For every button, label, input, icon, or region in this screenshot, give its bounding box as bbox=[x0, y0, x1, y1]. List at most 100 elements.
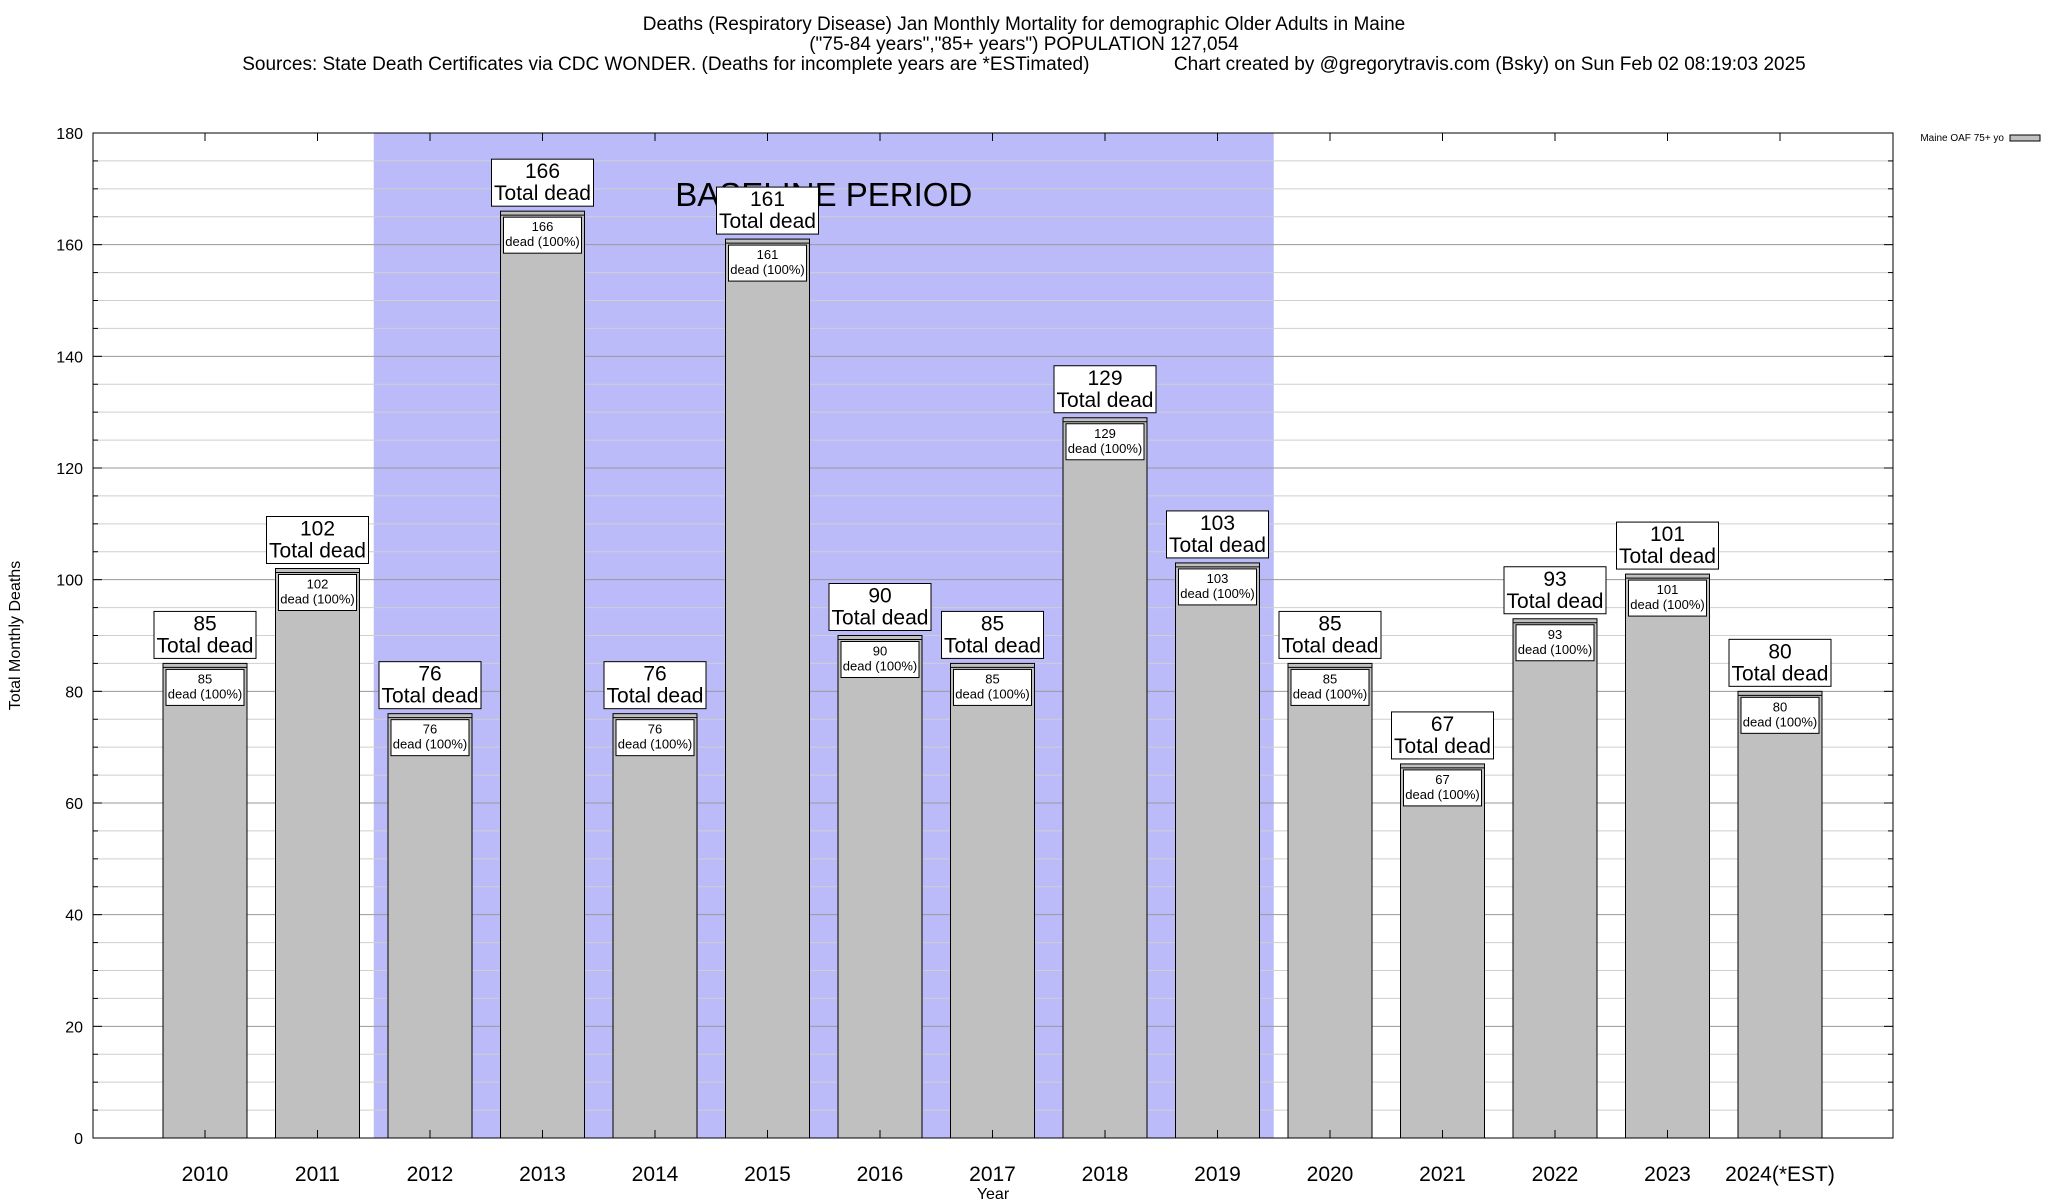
inner-label-box bbox=[1065, 423, 1145, 461]
total-label: 166 bbox=[525, 160, 560, 183]
data-label: 76 bbox=[648, 722, 662, 737]
total-label-text: Total dead bbox=[1394, 735, 1491, 758]
total-label-box bbox=[378, 661, 482, 710]
y-axis-ticks: 0 20 40 60 80 100 120 140 160 180 bbox=[56, 126, 1893, 1148]
data-label-text: dead (100%) bbox=[955, 686, 1029, 701]
inner-label-box bbox=[1178, 568, 1257, 606]
inner-label-box bbox=[278, 574, 357, 611]
data-label: 90 bbox=[873, 644, 887, 659]
x-tick-label: 2018 bbox=[1082, 1163, 1129, 1186]
inner-label-box bbox=[953, 668, 1032, 706]
inner-label-box bbox=[615, 719, 695, 757]
chart-subtitle: ("75-84 years","85+ years") POPULATION 1… bbox=[809, 34, 1239, 55]
y-tick-label: 60 bbox=[65, 796, 83, 813]
data-label-text: dead (100%) bbox=[280, 592, 354, 607]
inner-label-box bbox=[1290, 668, 1370, 706]
bar bbox=[950, 662, 1035, 1139]
inner-label-box bbox=[1403, 769, 1482, 807]
bar bbox=[612, 713, 698, 1139]
inner-label-box bbox=[1628, 579, 1707, 617]
bar bbox=[837, 635, 923, 1139]
total-label-box bbox=[1616, 521, 1719, 570]
total-label-box bbox=[1728, 638, 1832, 687]
data-label: 85 bbox=[985, 671, 999, 686]
data-label: 101 bbox=[1657, 582, 1679, 597]
inner-label-box bbox=[503, 216, 582, 254]
x-tick-label: 2016 bbox=[857, 1163, 904, 1186]
data-label: 67 bbox=[1435, 772, 1449, 787]
y-tick-label: 160 bbox=[56, 238, 83, 255]
x-tick-label: 2024(*EST) bbox=[1725, 1163, 1835, 1186]
bar bbox=[1625, 573, 1710, 1139]
total-label-text: Total dead bbox=[1732, 662, 1829, 685]
y-tick-label: 100 bbox=[56, 573, 83, 590]
y-axis-label: Total Monthly Deaths bbox=[7, 561, 24, 710]
data-label-text: dead (100%) bbox=[730, 262, 804, 277]
total-label: 85 bbox=[193, 612, 216, 635]
legend: Maine OAF 75+ yo bbox=[1920, 133, 2041, 144]
x-tick-label: 2022 bbox=[1532, 1163, 1579, 1186]
total-label: 90 bbox=[868, 585, 891, 608]
legend-swatch bbox=[2009, 134, 2041, 142]
chart-title: Deaths (Respiratory Disease) Jan Monthly… bbox=[642, 14, 1406, 35]
total-label-text: Total dead bbox=[1619, 545, 1716, 568]
total-label-text: Total dead bbox=[607, 685, 704, 708]
total-label-box bbox=[828, 583, 932, 631]
bar bbox=[275, 568, 360, 1139]
total-label-text: Total dead bbox=[719, 210, 816, 233]
total-label: 161 bbox=[750, 188, 785, 211]
bar bbox=[1175, 562, 1260, 1139]
x-axis-label: Year bbox=[977, 1186, 1010, 1200]
x-tick-label: 2015 bbox=[744, 1163, 791, 1186]
total-label-box bbox=[491, 158, 594, 207]
total-label-text: Total dead bbox=[1507, 590, 1604, 613]
data-label-text: dead (100%) bbox=[1293, 686, 1367, 701]
bar bbox=[1400, 763, 1485, 1139]
bar bbox=[1737, 690, 1823, 1139]
y-tick-label: 180 bbox=[56, 126, 83, 143]
data-label: 129 bbox=[1094, 426, 1116, 441]
total-label: 101 bbox=[1650, 523, 1685, 546]
data-label: 85 bbox=[198, 671, 212, 686]
total-label: 85 bbox=[1318, 612, 1341, 635]
total-label: 93 bbox=[1543, 568, 1566, 591]
total-label: 80 bbox=[1768, 640, 1791, 663]
x-tick-label: 2020 bbox=[1307, 1163, 1354, 1186]
data-label-text: dead (100%) bbox=[1405, 787, 1479, 802]
total-label-text: Total dead bbox=[1169, 534, 1266, 557]
x-tick-label: 2021 bbox=[1419, 1163, 1466, 1186]
bar bbox=[387, 713, 473, 1139]
bar bbox=[162, 662, 248, 1139]
total-label-box bbox=[1391, 711, 1494, 760]
total-label-text: Total dead bbox=[944, 634, 1041, 657]
total-label: 129 bbox=[1087, 367, 1122, 390]
data-label-text: dead (100%) bbox=[843, 659, 917, 674]
total-label-text: Total dead bbox=[1057, 389, 1154, 412]
total-label-text: Total dead bbox=[382, 685, 479, 708]
x-tick-label: 2014 bbox=[632, 1163, 679, 1186]
x-tick-label: 2012 bbox=[407, 1163, 454, 1186]
total-label-box bbox=[716, 186, 819, 235]
inner-label-box bbox=[728, 244, 807, 282]
x-tick-label: 2010 bbox=[182, 1163, 229, 1186]
total-label-box bbox=[603, 661, 707, 710]
data-label-text: dead (100%) bbox=[1743, 714, 1817, 729]
data-label-text: dead (100%) bbox=[1180, 586, 1254, 601]
y-tick-label: 120 bbox=[56, 461, 83, 478]
data-label: 76 bbox=[423, 722, 437, 737]
inner-label-box bbox=[1515, 624, 1595, 662]
data-label: 102 bbox=[307, 577, 329, 592]
total-label-box bbox=[266, 516, 369, 564]
data-label: 161 bbox=[757, 247, 779, 262]
legend-label: Maine OAF 75+ yo bbox=[1920, 133, 2004, 144]
data-label-text: dead (100%) bbox=[168, 686, 242, 701]
total-label: 76 bbox=[418, 663, 441, 686]
